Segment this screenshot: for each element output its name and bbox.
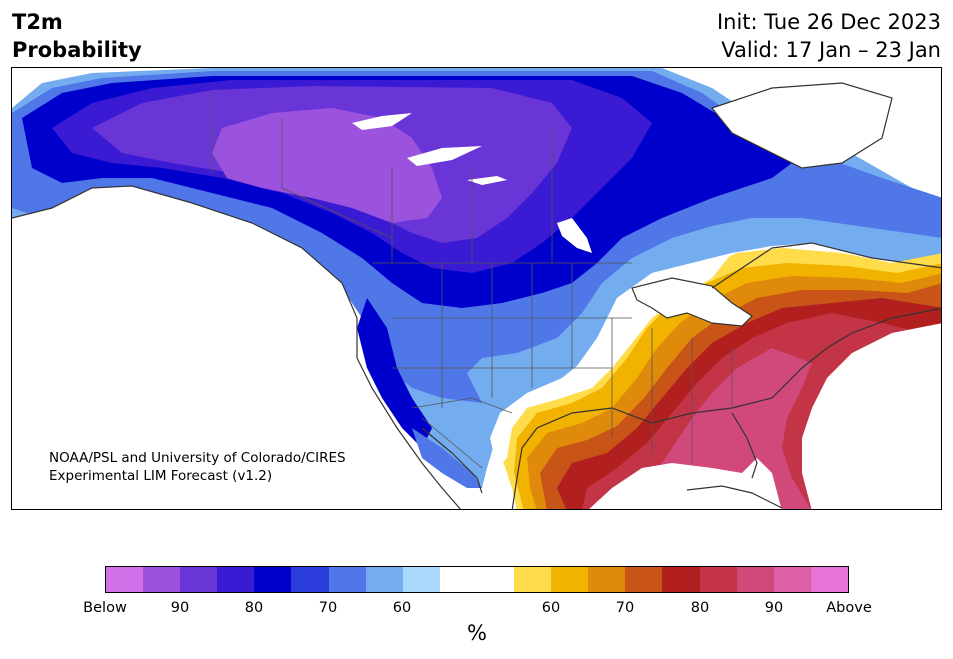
colorbar-tick-above: Above (826, 600, 872, 616)
colorbar-swatch-6 (328, 567, 366, 592)
colorbar-swatch-4 (254, 567, 292, 592)
colorbar-swatch-7 (365, 567, 403, 592)
map-panel (11, 67, 942, 510)
lake-athabasca (467, 176, 507, 185)
great-slave-lake (407, 146, 482, 166)
colorbar-swatch-15 (662, 567, 700, 592)
colorbar-tick-above-90: 90 (764, 600, 784, 616)
colorbar-swatch-12 (551, 567, 589, 592)
colorbar-swatch-3 (217, 567, 255, 592)
colorbar-tick-above-80: 80 (690, 600, 710, 616)
gulf-of-mexico (589, 458, 782, 509)
colorbar-swatch-0 (106, 567, 144, 592)
great-bear-lake (352, 113, 412, 130)
colorbar-swatch-10 (476, 567, 515, 592)
pacific-ocean (12, 186, 461, 509)
colorbar-tick-below: Below (83, 600, 127, 616)
colorbar-tick-above-60: 60 (541, 600, 561, 616)
neutral-band (490, 253, 732, 468)
atlantic-ocean (802, 323, 941, 509)
colorbar-swatch-13 (588, 567, 626, 592)
political-borders (211, 93, 733, 469)
colorbar-swatch-16 (699, 567, 737, 592)
below-west-coast (357, 298, 432, 448)
colorbar-swatch-1 (143, 567, 181, 592)
colorbar-tick-above-70: 70 (615, 600, 635, 616)
colorbar-unit-label: % (467, 621, 487, 645)
colorbar-tick-below-70: 70 (318, 600, 338, 616)
colorbar-swatch-11 (514, 567, 552, 592)
colorbar-swatch-17 (736, 567, 774, 592)
colorbar-swatch-5 (291, 567, 329, 592)
colorbar-tick-below-80: 80 (244, 600, 264, 616)
colorbar-swatch-19 (810, 567, 848, 592)
map-title: T2m Probability (12, 8, 142, 64)
credit-line-2: Experimental LIM Forecast (v1.2) (49, 468, 273, 484)
probability-map (12, 68, 941, 509)
forecast-dates: Init: Tue 26 Dec 2023 Valid: 17 Jan – 23… (717, 8, 941, 64)
colorbar-swatch-9 (439, 567, 477, 592)
colorbar (105, 566, 849, 593)
colorbar-swatch-14 (625, 567, 663, 592)
init-date: Init: Tue 26 Dec 2023 (716, 10, 941, 34)
below-gulf-of-california (412, 428, 482, 488)
colorbar-tick-below-60: 60 (392, 600, 412, 616)
valid-dates: Valid: 17 Jan – 23 Jan (721, 38, 941, 62)
source-credit: NOAA/PSL and University of Colorado/CIRE… (49, 449, 346, 485)
colorbar-swatch-18 (773, 567, 811, 592)
colorbar-tick-below-90: 90 (170, 600, 190, 616)
below-region-95 (212, 108, 442, 223)
colorbar-swatch-2 (180, 567, 218, 592)
title-line-2: Probability (12, 38, 142, 62)
title-line-1: T2m (12, 10, 63, 34)
lake-winnipeg (557, 218, 592, 253)
colorbar-swatch-8 (402, 567, 440, 592)
greenland-area (712, 83, 892, 168)
credit-line-1: NOAA/PSL and University of Colorado/CIRE… (49, 450, 346, 466)
